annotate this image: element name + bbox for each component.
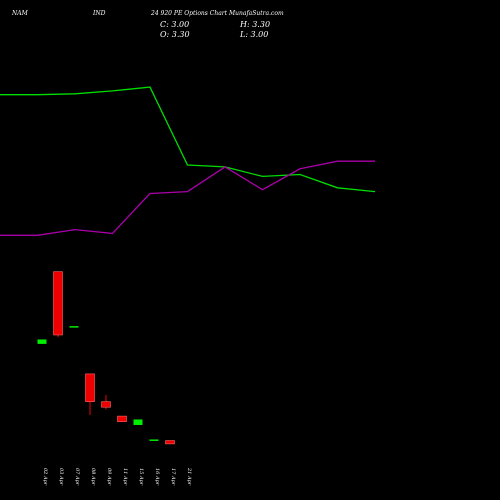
header-title-site: Sutra.com (252, 10, 284, 17)
header-low: L: 3.00 (239, 30, 268, 39)
candle-body (53, 271, 63, 336)
header-close: C: 3.00 (160, 20, 189, 29)
x-tick-label: 16 Apr (154, 468, 160, 486)
x-tick-label: 02 Apr (42, 468, 48, 486)
line-series-green (0, 86, 376, 193)
x-tick-label: 21 Apr (186, 467, 192, 486)
header-open: O: 3.30 (160, 30, 190, 39)
header-title-main: 24 920 PE Options Chart Munafa (150, 10, 253, 17)
x-tick-labels: 02 Apr 03 Apr 07 Apr 08 Apr 09 Apr 11 Apr 15 A… (42, 467, 192, 486)
x-tick-label: 17 Apr (170, 468, 176, 486)
x-tick-label: 08 Apr (90, 468, 96, 486)
x-tick-label: 07 Apr (74, 468, 80, 486)
candle-body (69, 326, 79, 328)
header-title: 24 920 PE Options Chart MunafaSutra.com (150, 10, 284, 17)
header-high: H: 3.30 (239, 20, 270, 29)
candle-body (165, 440, 175, 445)
x-tick-label: 03 Apr (58, 468, 64, 486)
line-series-purple (0, 160, 375, 236)
candle-body (85, 373, 95, 402)
x-tick-label: 09 Apr (106, 468, 112, 486)
header-industry: IND (92, 10, 106, 17)
x-tick-label: 11 Apr (122, 468, 128, 486)
candles-layer (37, 271, 175, 445)
candle-body (37, 339, 47, 344)
header-symbol: NAM (11, 10, 29, 17)
x-tick-label: 15 Apr (138, 468, 144, 486)
candle-body (117, 415, 127, 422)
candle-body (133, 419, 143, 425)
candle-body (101, 401, 111, 408)
line-series-layer (0, 86, 376, 236)
candle-body (149, 439, 159, 441)
